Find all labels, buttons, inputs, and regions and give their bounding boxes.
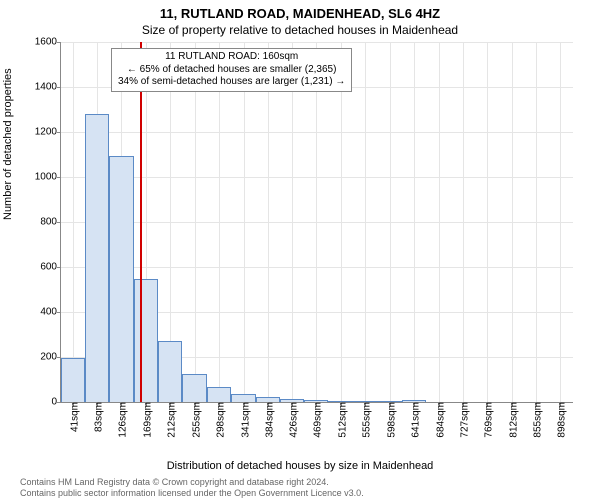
x-axis-label: Distribution of detached houses by size …	[0, 460, 600, 472]
grid-line-v	[487, 42, 488, 402]
grid-line-v	[560, 42, 561, 402]
x-tick-label: 212sqm	[163, 402, 178, 438]
x-tick-label: 812sqm	[504, 402, 519, 438]
x-tick-label: 727sqm	[456, 402, 471, 438]
histogram-bar	[256, 397, 280, 402]
x-tick-label: 126sqm	[114, 402, 129, 438]
histogram-bar	[182, 374, 206, 402]
footer-line1: Contains HM Land Registry data © Crown c…	[20, 477, 364, 487]
grid-line-v	[219, 42, 220, 402]
histogram-bar	[402, 400, 426, 402]
x-tick-label: 469sqm	[309, 402, 324, 438]
x-tick-label: 255sqm	[187, 402, 202, 438]
info-box-line1: 11 RUTLAND ROAD: 160sqm	[118, 51, 345, 64]
histogram-bar	[61, 358, 85, 402]
y-tick-mark	[57, 402, 61, 403]
histogram-bar	[207, 387, 231, 402]
histogram-bar	[85, 114, 109, 402]
histogram-bar	[134, 279, 158, 402]
footer-attribution: Contains HM Land Registry data © Crown c…	[20, 477, 364, 498]
grid-line-v	[512, 42, 513, 402]
grid-line-v	[414, 42, 415, 402]
histogram-bar	[328, 401, 352, 402]
page-title: 11, RUTLAND ROAD, MAIDENHEAD, SL6 4HZ	[0, 0, 600, 21]
histogram-bar	[280, 399, 304, 402]
info-box-line3: 34% of semi-detached houses are larger (…	[118, 76, 345, 89]
x-tick-label: 341sqm	[236, 402, 251, 438]
histogram-bar	[377, 401, 401, 402]
x-tick-label: 641sqm	[407, 402, 422, 438]
y-tick-mark	[57, 177, 61, 178]
page-subtitle: Size of property relative to detached ho…	[0, 23, 600, 37]
grid-line-v	[292, 42, 293, 402]
x-tick-label: 512sqm	[333, 402, 348, 438]
x-tick-label: 298sqm	[212, 402, 227, 438]
x-tick-label: 169sqm	[138, 402, 153, 438]
histogram-bar	[353, 401, 377, 402]
x-tick-label: 83sqm	[89, 402, 104, 432]
grid-line-v	[439, 42, 440, 402]
x-tick-label: 598sqm	[382, 402, 397, 438]
y-tick-mark	[57, 222, 61, 223]
y-tick-mark	[57, 87, 61, 88]
grid-line-v	[195, 42, 196, 402]
y-tick-mark	[57, 132, 61, 133]
grid-line-v	[268, 42, 269, 402]
grid-line-v	[463, 42, 464, 402]
grid-line-v	[390, 42, 391, 402]
x-tick-label: 769sqm	[480, 402, 495, 438]
histogram-bar	[304, 400, 328, 402]
chart-plot-area: 0200400600800100012001400160041sqm83sqm1…	[60, 42, 573, 403]
grid-line-v	[73, 42, 74, 402]
histogram-bar	[109, 156, 133, 402]
info-box-line2: ← 65% of detached houses are smaller (2,…	[118, 64, 345, 77]
grid-line-v	[365, 42, 366, 402]
y-tick-mark	[57, 312, 61, 313]
x-tick-label: 855sqm	[529, 402, 544, 438]
x-tick-label: 426sqm	[284, 402, 299, 438]
x-tick-label: 384sqm	[261, 402, 276, 438]
property-marker-line	[140, 42, 142, 402]
grid-line-v	[244, 42, 245, 402]
property-info-box: 11 RUTLAND ROAD: 160sqm← 65% of detached…	[111, 48, 352, 92]
histogram-bar	[158, 341, 182, 402]
footer-line2: Contains public sector information licen…	[20, 488, 364, 498]
x-tick-label: 898sqm	[553, 402, 568, 438]
grid-line-v	[316, 42, 317, 402]
x-tick-label: 555sqm	[358, 402, 373, 438]
x-tick-label: 684sqm	[431, 402, 446, 438]
grid-line-v	[341, 42, 342, 402]
y-tick-mark	[57, 267, 61, 268]
y-axis-label: Number of detached properties	[2, 68, 14, 220]
y-tick-mark	[57, 42, 61, 43]
histogram-bar	[231, 394, 255, 402]
x-tick-label: 41sqm	[65, 402, 80, 432]
grid-line-v	[536, 42, 537, 402]
